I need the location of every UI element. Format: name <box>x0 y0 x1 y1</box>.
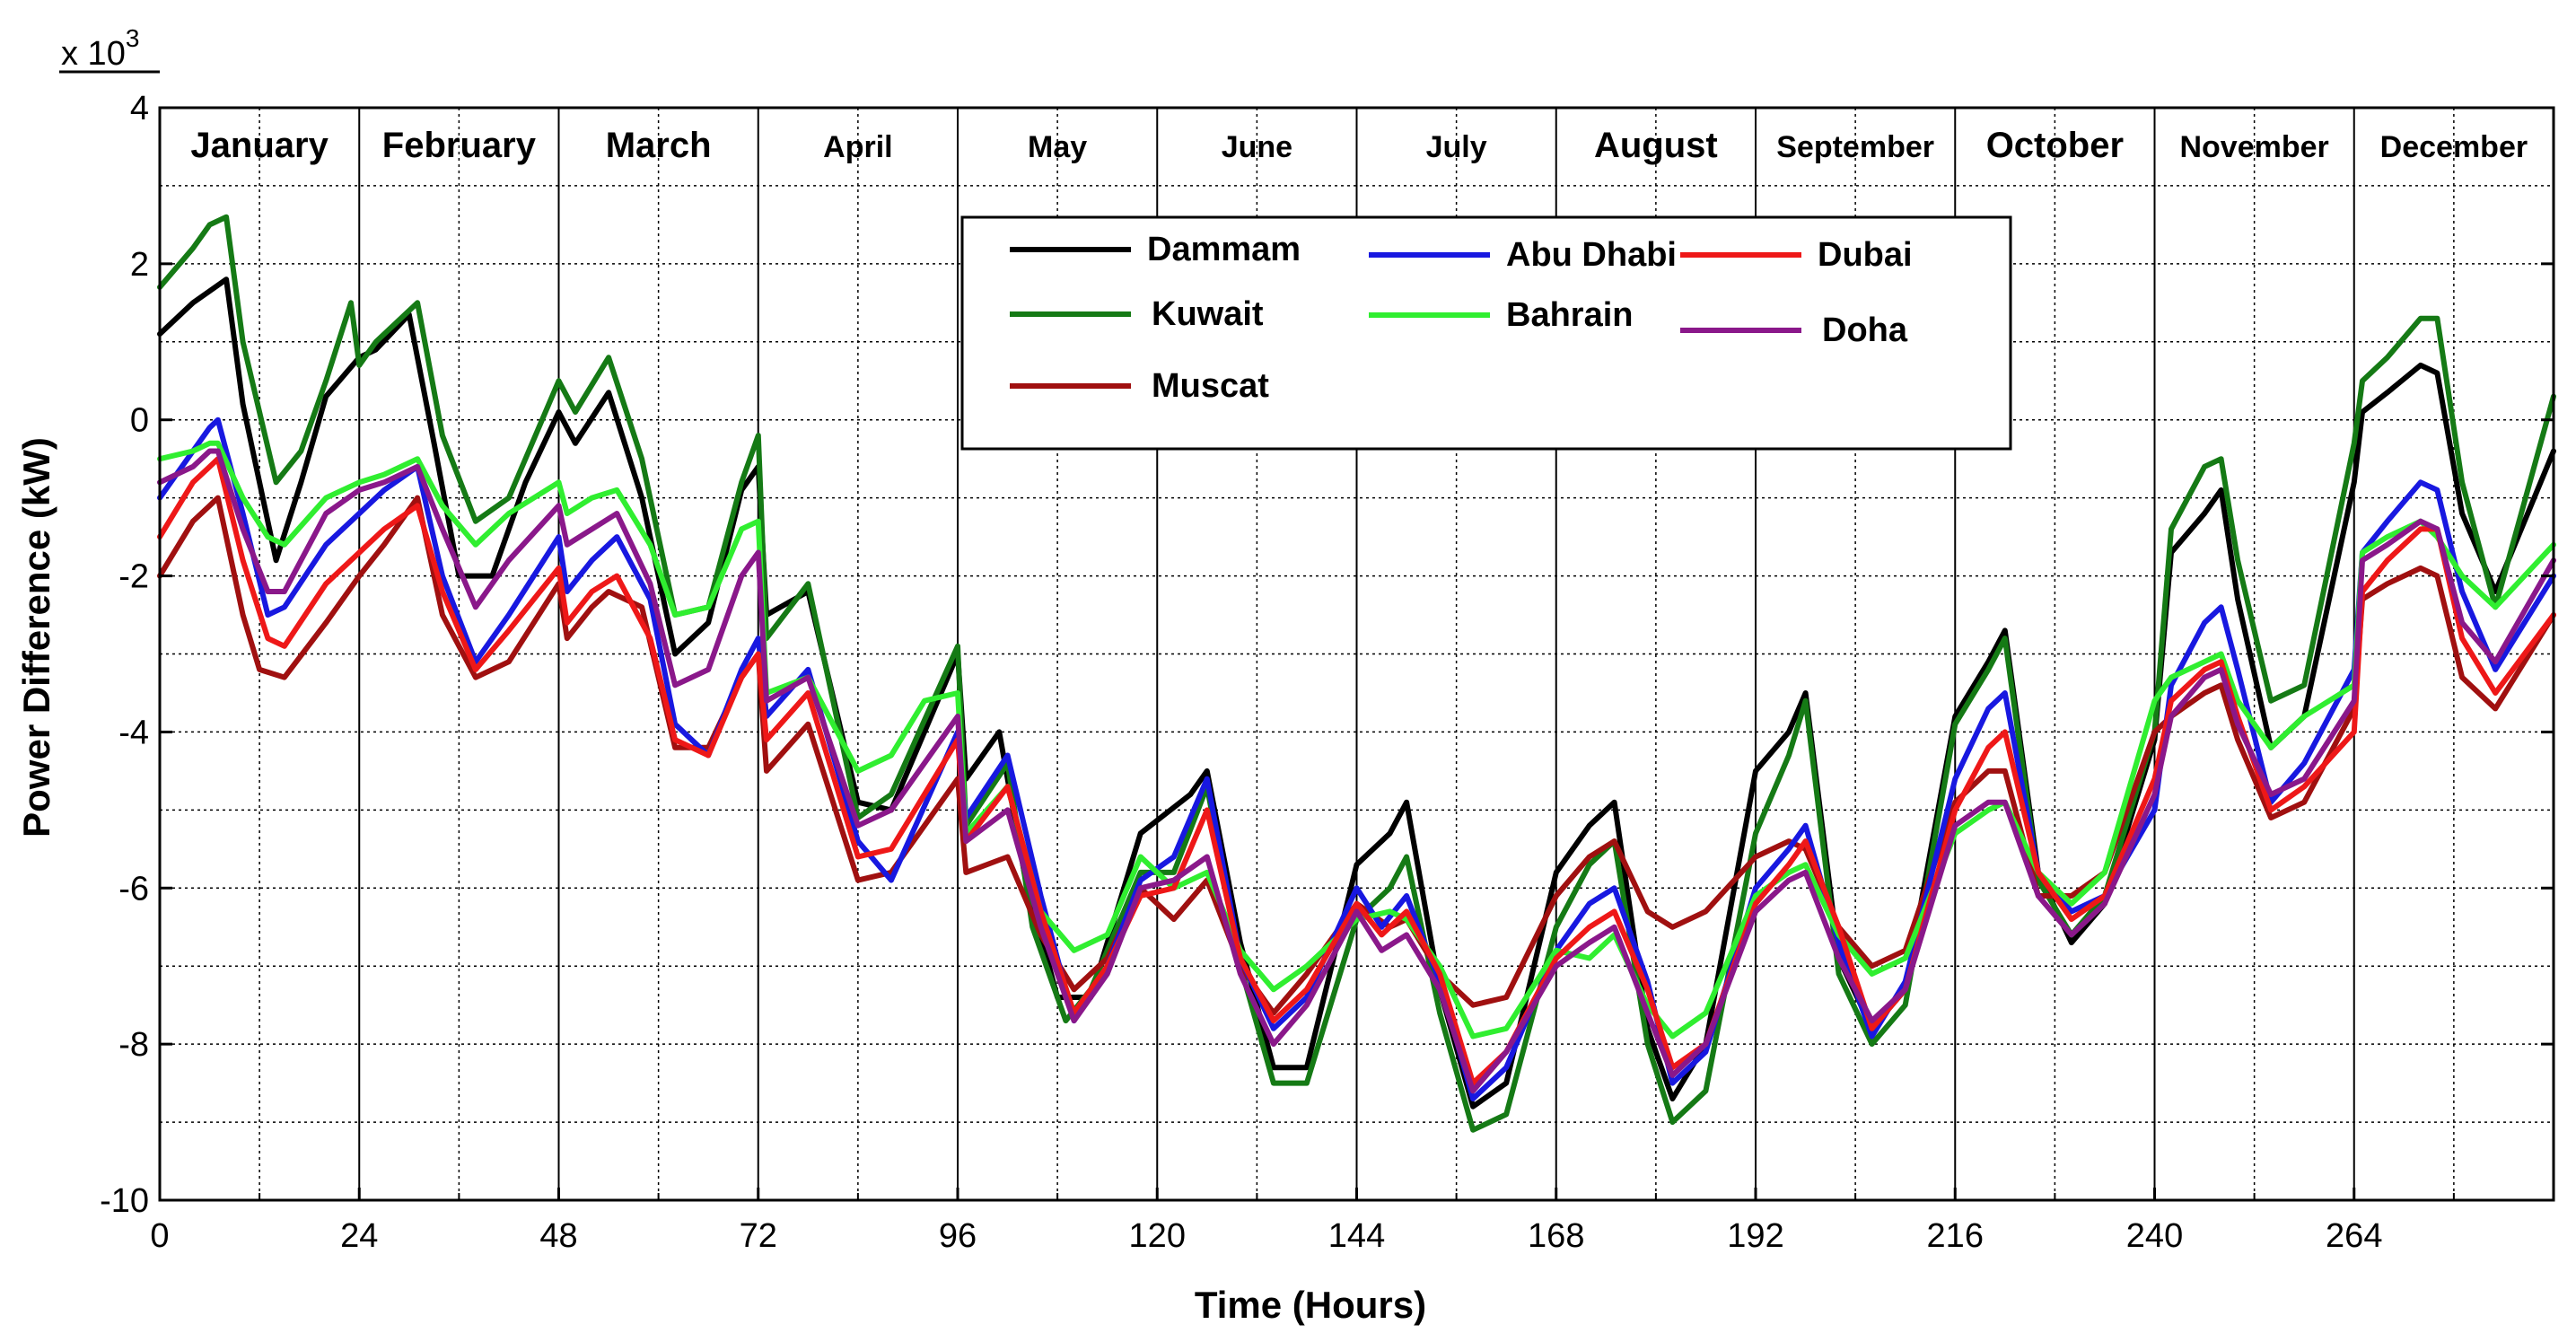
y-tick-label: -8 <box>118 1026 149 1064</box>
y-tick-label: -10 <box>100 1182 149 1220</box>
month-label: March <box>606 126 712 165</box>
x-tick-label: 192 <box>1727 1217 1783 1255</box>
x-tick-label: 144 <box>1328 1217 1385 1255</box>
month-label: October <box>1986 126 2124 165</box>
month-label: July <box>1426 130 1487 164</box>
y-tick-label: -6 <box>118 870 149 908</box>
month-label: April <box>823 130 892 164</box>
x-tick-label: 0 <box>150 1217 169 1255</box>
legend-label-dammam: Dammam <box>1147 231 1301 268</box>
month-label: May <box>1028 130 1087 164</box>
x-tick-label: 120 <box>1129 1217 1186 1255</box>
month-label: November <box>2179 130 2328 164</box>
y-tick-label: 4 <box>130 90 149 127</box>
legend-label-dubai: Dubai <box>1818 236 1913 274</box>
y-axis-ticks: 4 2 0 -2 -4 -6 -8 -10 <box>100 90 2554 1220</box>
series-lines <box>157 214 2556 1133</box>
series-line-dubai <box>157 456 2556 1086</box>
month-label: September <box>1776 130 1934 164</box>
x-tick-label: 24 <box>340 1217 378 1255</box>
x-tick-label: 264 <box>2326 1217 2382 1255</box>
month-label: January <box>190 126 329 165</box>
x-tick-label: 216 <box>1927 1217 1984 1255</box>
x-tick-label: 48 <box>539 1217 577 1255</box>
legend: Dammam Kuwait Muscat Abu Dhabi Bahrain Dubai D… <box>960 215 2012 451</box>
y-tick-label: -2 <box>118 558 149 596</box>
x-tick-label: 168 <box>1528 1217 1584 1255</box>
x-tick-label: 96 <box>939 1217 977 1255</box>
x-tick-label: 72 <box>740 1217 777 1255</box>
series-line-doha <box>157 448 2556 1094</box>
legend-label-bahrain: Bahrain <box>1506 296 1633 334</box>
series-line-kuwait <box>157 214 2556 1133</box>
x-axis-title: Time (Hours) <box>1195 1284 1426 1326</box>
legend-label-abu-dhabi: Abu Dhabi <box>1506 236 1677 274</box>
y-tick-label: 0 <box>130 402 149 440</box>
series-line-dammam <box>157 276 2556 1110</box>
y-tick-label: 2 <box>130 246 149 284</box>
month-label: February <box>382 126 537 165</box>
x-tick-label: 240 <box>2126 1217 2183 1255</box>
month-label: June <box>1222 130 1292 164</box>
legend-label-muscat: Muscat <box>1152 367 1269 405</box>
y-axis-title: Power Difference (kW) <box>15 437 57 838</box>
month-label: December <box>2380 130 2528 164</box>
series-line-bahrain <box>157 440 2556 1039</box>
legend-label-doha: Doha <box>1822 311 1908 349</box>
y-multiplier-label: x 103 <box>61 24 139 73</box>
month-label: August <box>1594 126 1718 165</box>
y-tick-label: -4 <box>118 714 149 751</box>
legend-label-kuwait: Kuwait <box>1152 295 1264 333</box>
x-axis-ticks: 0 24 48 72 96 120 144 168 192 216 240 264 <box>150 1188 2455 1255</box>
